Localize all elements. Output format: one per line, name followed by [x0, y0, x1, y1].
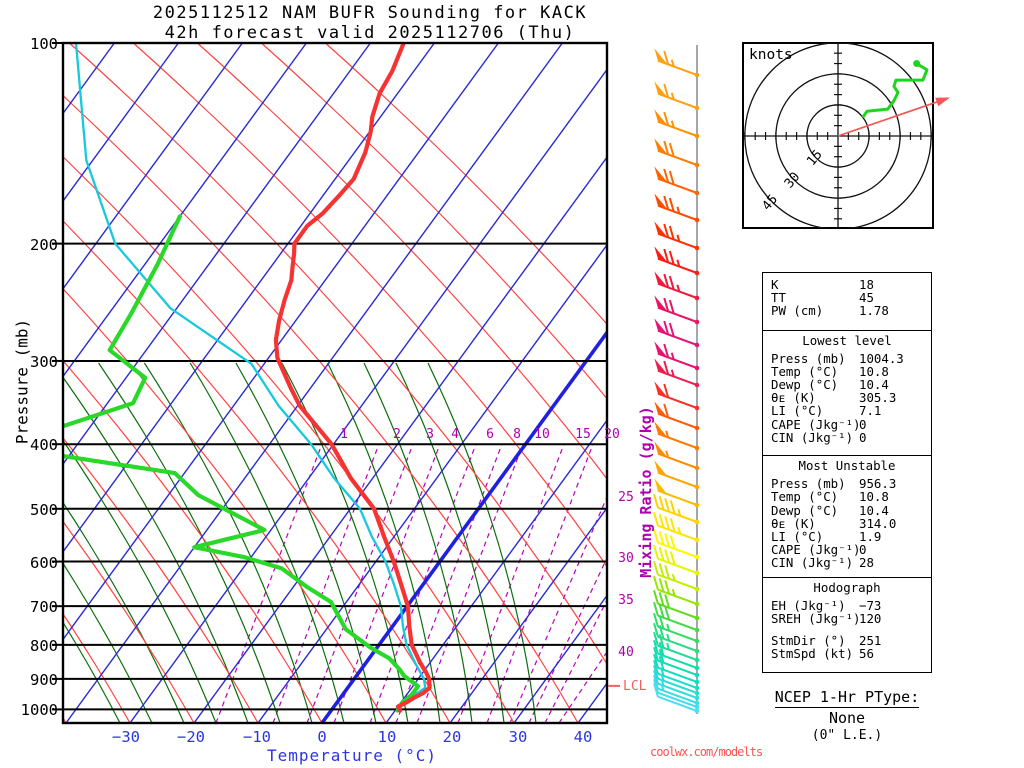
stat-row: StmDir (°) 251 [771, 633, 882, 649]
pressure-tick-label: 100 [30, 35, 58, 53]
ptype-note: (0" L.E.) [811, 728, 883, 743]
stat-row: Temp (°C) 10.8 [771, 489, 889, 505]
mixing-ratio-label: 15 [575, 427, 591, 442]
pressure-tick-label: 600 [30, 553, 58, 572]
stat-row: LI (°C) 1.9 [771, 528, 882, 544]
section-title: Hodograph [813, 579, 881, 595]
stat-row: TT 45 [771, 290, 874, 306]
temperature-trace [273, 43, 432, 713]
mixing-ratio-label: 30 [618, 551, 634, 566]
hodograph-stats-box: Hodograph EH (Jkg⁻¹) −73 SREH (Jkg⁻¹) 120 Stm… [762, 576, 932, 673]
watermark-link[interactable]: coolwx.com/modelts [650, 745, 763, 759]
stat-row: LI (°C) 7.1 [771, 403, 882, 419]
temperature-tick-label: 10 [377, 728, 397, 746]
mixing-ratio-label: 6 [486, 427, 494, 442]
lowest-level-box: Lowest level Press (mb) 1004.3 Temp (°C) 10.… [762, 329, 932, 457]
stat-row: Dewp (°C) 10.4 [771, 502, 889, 518]
pressure-tick-label: 800 [30, 636, 58, 655]
section-title: Most Unstable [798, 458, 896, 473]
mixing-ratio-label: 10 [534, 427, 550, 442]
mixing-ratio-label: 20 [604, 427, 620, 442]
wind-barb-column [653, 45, 700, 714]
section-title: Lowest level [802, 332, 892, 348]
mixing-ratio-label: 3 [426, 427, 434, 442]
hodograph-units-label: knots [749, 47, 793, 63]
temperature-tick-label: 20 [442, 728, 462, 746]
stat-row: CAPE (Jkg⁻¹) 0 [771, 542, 867, 558]
storm-motion-arrow [837, 98, 945, 137]
stat-row: Temp (°C) 10.8 [771, 363, 889, 379]
stat-row: StmSpd (kt) 56 [771, 646, 874, 662]
pressure-tick-label: 1000 [20, 701, 58, 720]
temperature-tick-label: −20 [177, 728, 205, 746]
plot-grid [63, 43, 607, 723]
mixing-ratio-label: 8 [513, 427, 521, 442]
most-unstable-box: Most Unstable Press (mb) 956.3 Temp (°C) 10.… [762, 455, 932, 578]
stat-row: Press (mb) 1004.3 [771, 350, 904, 366]
pressure-tick-label: 400 [30, 436, 58, 455]
stat-row: CAPE (Jkg⁻¹) 0 [771, 416, 867, 432]
stat-row: θᴇ (K) 314.0 [771, 515, 897, 531]
page-title: 2025112512 NAM BUFR Sounding for KACK [152, 3, 588, 23]
mixing-ratio-label: 25 [618, 490, 634, 505]
pressure-tick-label: 300 [30, 352, 58, 371]
stat-row: K 18 [771, 277, 874, 292]
dewpoint-trace [63, 214, 421, 713]
temperature-tick-label: 0 [317, 728, 327, 746]
temperature-tick-label: −30 [112, 728, 140, 746]
temperature-tick-label: 30 [508, 728, 528, 746]
hodograph-trace [861, 62, 929, 119]
stat-row: Press (mb) 956.3 [771, 476, 897, 492]
temperature-tick-label: 40 [573, 728, 593, 746]
mixing-ratio-axis-label: Mixing Ratio (g/kg) [637, 406, 655, 578]
mixing-ratio-label: 4 [451, 427, 459, 442]
page-subtitle: 42h forecast valid 2025112706 (Thu) [164, 23, 576, 43]
stat-row: θᴇ (K) 305.3 [771, 390, 897, 406]
stat-row: EH (Jkg⁻¹) −73 [771, 597, 882, 613]
ptype-value: None [828, 709, 866, 727]
temperature-axis-label: Temperature (°C) [266, 746, 438, 765]
indices-box: K 18 TT 45 PW (cm) 1.78 [762, 272, 932, 331]
lcl-label: LCL [623, 679, 647, 694]
ptype-title: NCEP 1-Hr PType: [774, 688, 920, 708]
pressure-tick-label: 900 [30, 670, 58, 689]
mixing-ratio-label: 1 [340, 427, 348, 442]
stat-row: PW (cm) 1.78 [771, 303, 889, 319]
temperature-tick-label: −10 [243, 728, 271, 746]
wet_bulb-trace [74, 43, 427, 712]
plot-frame [61, 41, 609, 725]
stat-row: SREH (Jkg⁻¹) 120 [771, 610, 882, 626]
pressure-tick-label: 200 [30, 235, 58, 254]
mixing-ratio-label: 2 [393, 427, 401, 442]
mixing-ratio-label: 35 [618, 593, 634, 608]
pressure-tick-label: 500 [30, 500, 58, 519]
stat-row: CIN (Jkg⁻¹) 28 [771, 555, 874, 571]
pressure-tick-label: 700 [30, 598, 58, 617]
stat-row: Dewp (°C) 10.4 [771, 377, 889, 393]
stat-row: CIN (Jkg⁻¹) 0 [771, 429, 867, 445]
mixing-ratio-label: 40 [618, 645, 634, 660]
